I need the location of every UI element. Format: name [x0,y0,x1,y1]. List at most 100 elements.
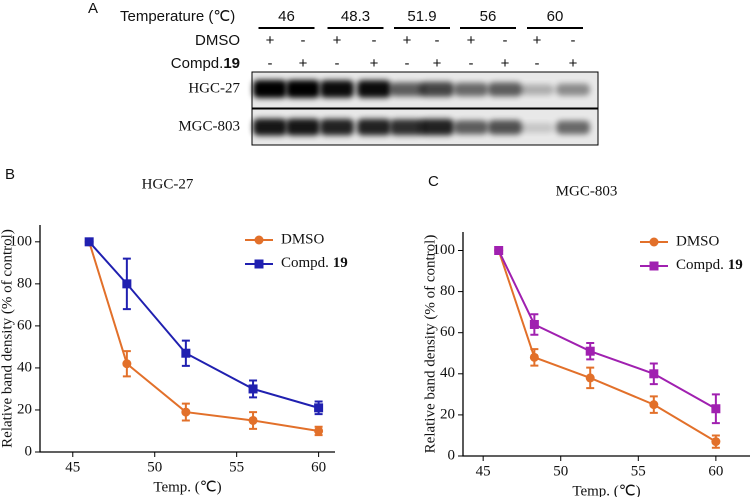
temperature: 48.3 [341,8,370,25]
marker [529,352,539,362]
y-tick-label: 100 [10,233,33,249]
panel-label: C [428,173,439,190]
sign: + [266,32,275,49]
sign: - [469,55,474,72]
sign: + [299,55,308,72]
sign: - [335,55,340,72]
panel-label: A [88,0,98,17]
x-tick-label: 45 [476,463,491,479]
legend-label: Compd. 19 [281,255,348,271]
band [556,83,590,96]
x-tick-label: 55 [631,463,646,479]
marker [248,384,258,394]
band [556,120,590,135]
marker [254,259,264,269]
y-tick-label: 0 [448,447,456,463]
legend-label: Compd. 19 [676,257,743,273]
band [488,120,522,135]
compound-number: 19 [223,55,240,72]
temperature: 60 [547,8,564,25]
temperature: 56 [480,8,497,25]
sign: - [503,32,508,49]
band [520,84,554,95]
band [253,80,287,98]
x-tick-label: 60 [708,463,723,479]
series-line [497,250,717,443]
marker [711,404,721,414]
temperature: 51.9 [407,8,436,25]
sign: + [501,55,510,72]
y-tick-label: 60 [440,324,455,340]
marker [649,400,659,410]
sign: - [301,32,306,49]
row-label: MGC-803 [178,118,240,134]
marker [649,369,659,379]
chart-title: HGC-27 [142,176,194,192]
sign: + [569,55,578,72]
sign: - [372,32,377,49]
band [357,80,391,98]
y-tick-label: 20 [440,406,455,422]
marker [649,237,659,247]
band [420,81,454,97]
marker [254,235,264,245]
band [253,118,287,136]
compound-text: Compd. [171,55,224,72]
sign: + [533,32,542,49]
sign: - [571,32,576,49]
band [390,82,424,97]
sign: - [405,55,410,72]
compound-label: Compd.19 [171,55,240,72]
sign: + [467,32,476,49]
dmso-label: DMSO [195,32,240,49]
sign: - [435,32,440,49]
temperature-label: Temperature (℃) [120,8,235,25]
sign: + [403,32,412,49]
x-tick-label: 50 [553,463,568,479]
legend-label: DMSO [281,231,325,247]
y-tick-label: 40 [440,365,455,381]
marker [494,245,504,255]
band [320,80,354,98]
marker [314,426,324,436]
y-axis-label: Relative band density (% of control) [422,235,438,454]
x-axis-label: Temp. (℃) [572,483,640,497]
y-tick-label: 0 [25,443,33,459]
y-axis-label: Relative band density (% of control) [0,229,15,448]
marker [314,403,324,413]
x-axis-label: Temp. (℃) [153,479,221,495]
marker [649,261,659,271]
marker [585,373,595,383]
band [454,120,488,135]
y-tick-label: 20 [17,401,32,417]
marker [84,237,94,247]
marker [585,346,595,356]
x-tick-label: 45 [65,459,80,475]
y-tick-label: 80 [440,283,455,299]
y-tick-label: 100 [433,242,456,258]
marker [122,359,132,369]
row-label: HGC-27 [188,80,240,96]
x-tick-label: 50 [147,459,162,475]
sign: - [535,55,540,72]
band [286,118,320,136]
y-tick-label: 40 [17,359,32,375]
marker [711,437,721,447]
band [286,80,320,98]
marker [122,279,132,289]
marker [181,407,191,417]
legend-label: DMSO [676,233,720,249]
band [357,118,391,136]
sign: + [433,55,442,72]
band [390,119,424,136]
x-tick-label: 55 [229,459,244,475]
marker [181,348,191,358]
sign: - [268,55,273,72]
band [520,123,554,133]
band [320,118,354,136]
y-tick-label: 60 [17,317,32,333]
band [488,82,522,97]
panel-label: B [5,166,15,183]
chart-title: MGC-803 [556,183,618,199]
marker [248,415,258,425]
